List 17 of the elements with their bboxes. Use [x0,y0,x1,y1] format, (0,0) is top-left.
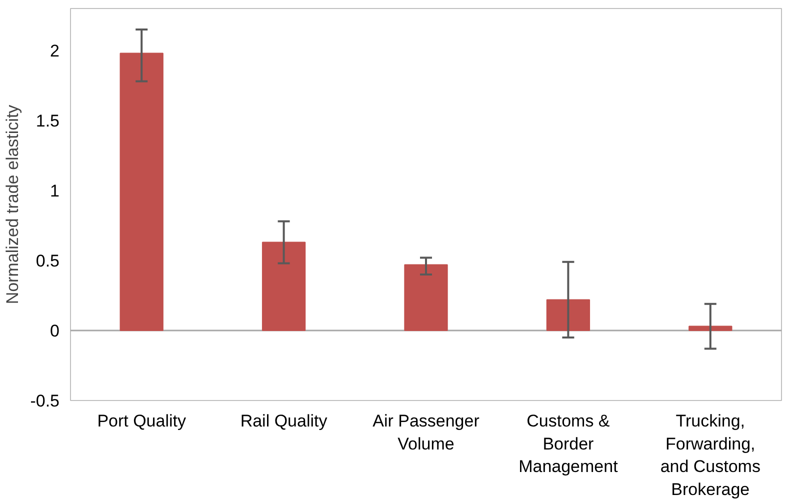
x-tick-label: Trucking, Forwarding, and Customs Brokerage [660,412,760,499]
y-tick-label: 2 [50,42,60,60]
y-tick-label: 1.5 [36,112,60,130]
x-tick-label: Rail Quality [240,412,328,430]
bar [262,242,306,331]
y-tick-label: 0 [50,322,60,340]
bar [546,299,590,331]
x-tick-label: Port Quality [97,412,187,430]
bar [120,52,164,331]
x-tick-label: Air Passenger Volume [372,412,480,454]
bar [404,264,448,331]
y-tick-label: -0.5 [30,392,60,410]
x-tick-label: Customs & Border Management [518,412,618,476]
y-tick-label: 0.5 [36,252,60,270]
y-axis-title: Normalized trade elasticity [3,104,22,304]
y-tick-label: 1 [50,182,60,200]
bar [688,326,732,331]
